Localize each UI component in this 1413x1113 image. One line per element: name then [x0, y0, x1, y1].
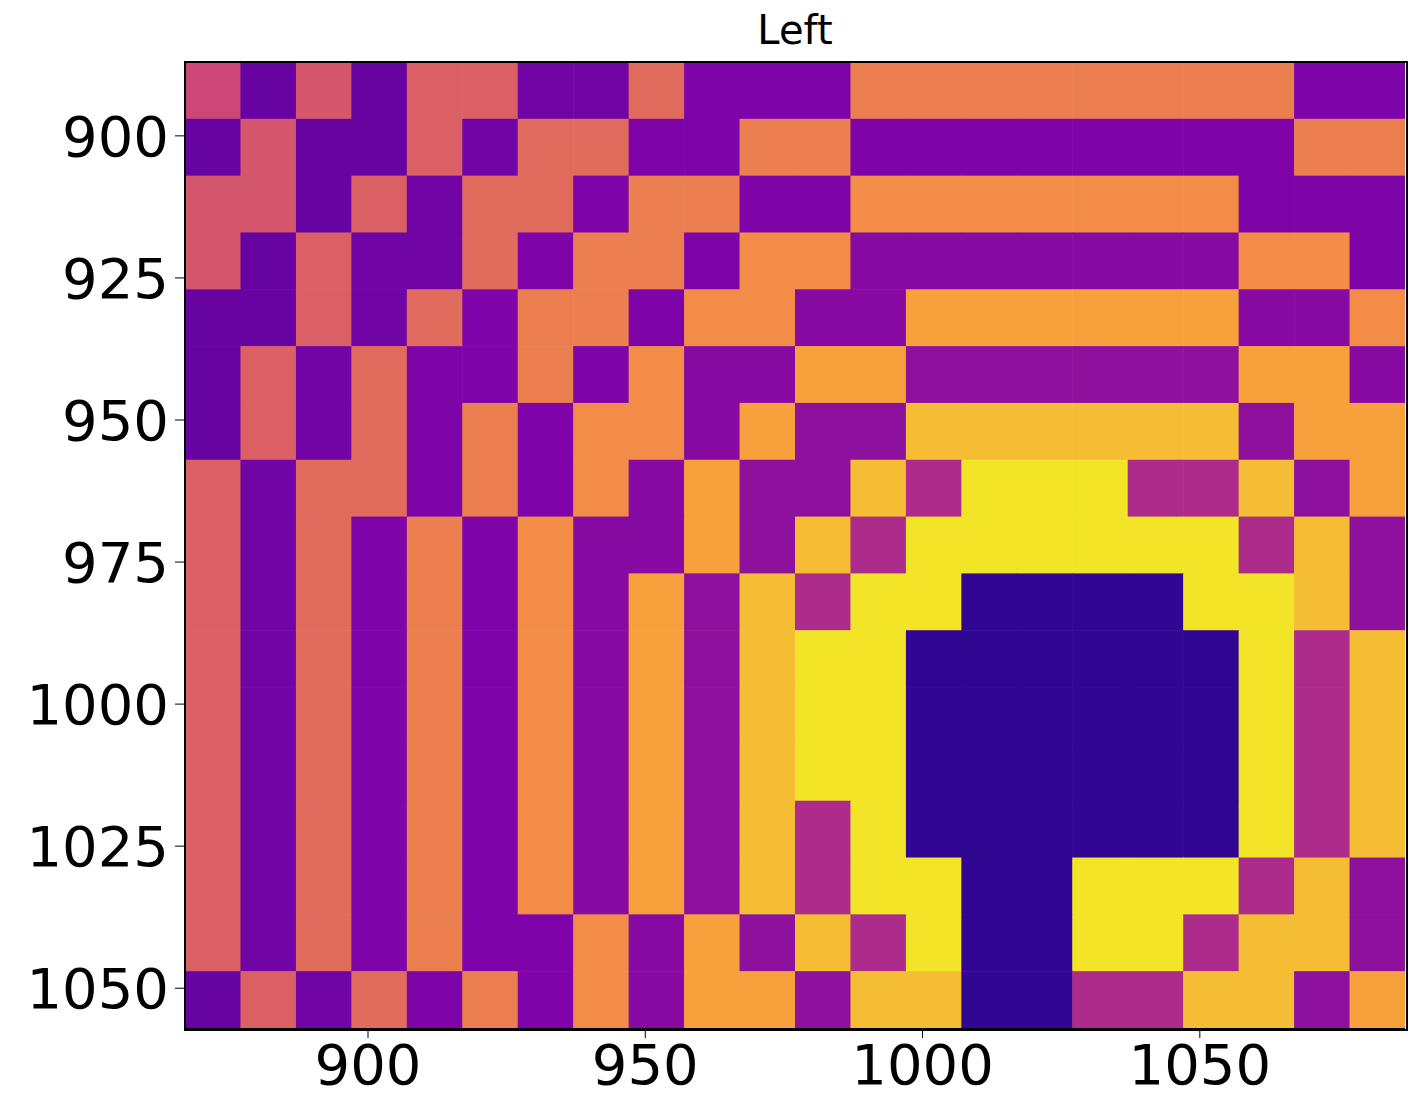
html-text:Left: Left: [757, 7, 833, 53]
svg-text:1050: 1050: [1129, 1032, 1272, 1097]
svg-text:950: 950: [592, 1032, 699, 1097]
svg-text:900: 900: [315, 1032, 422, 1097]
svg-text:1000: 1000: [26, 672, 169, 737]
svg-text:925: 925: [62, 246, 169, 311]
svg-text:900: 900: [62, 104, 169, 169]
svg-text:1050: 1050: [26, 956, 169, 1021]
svg-text:1000: 1000: [851, 1032, 994, 1097]
svg-text:1025: 1025: [26, 814, 169, 879]
svg-text:975: 975: [62, 530, 169, 595]
svg-text:950: 950: [62, 388, 169, 453]
